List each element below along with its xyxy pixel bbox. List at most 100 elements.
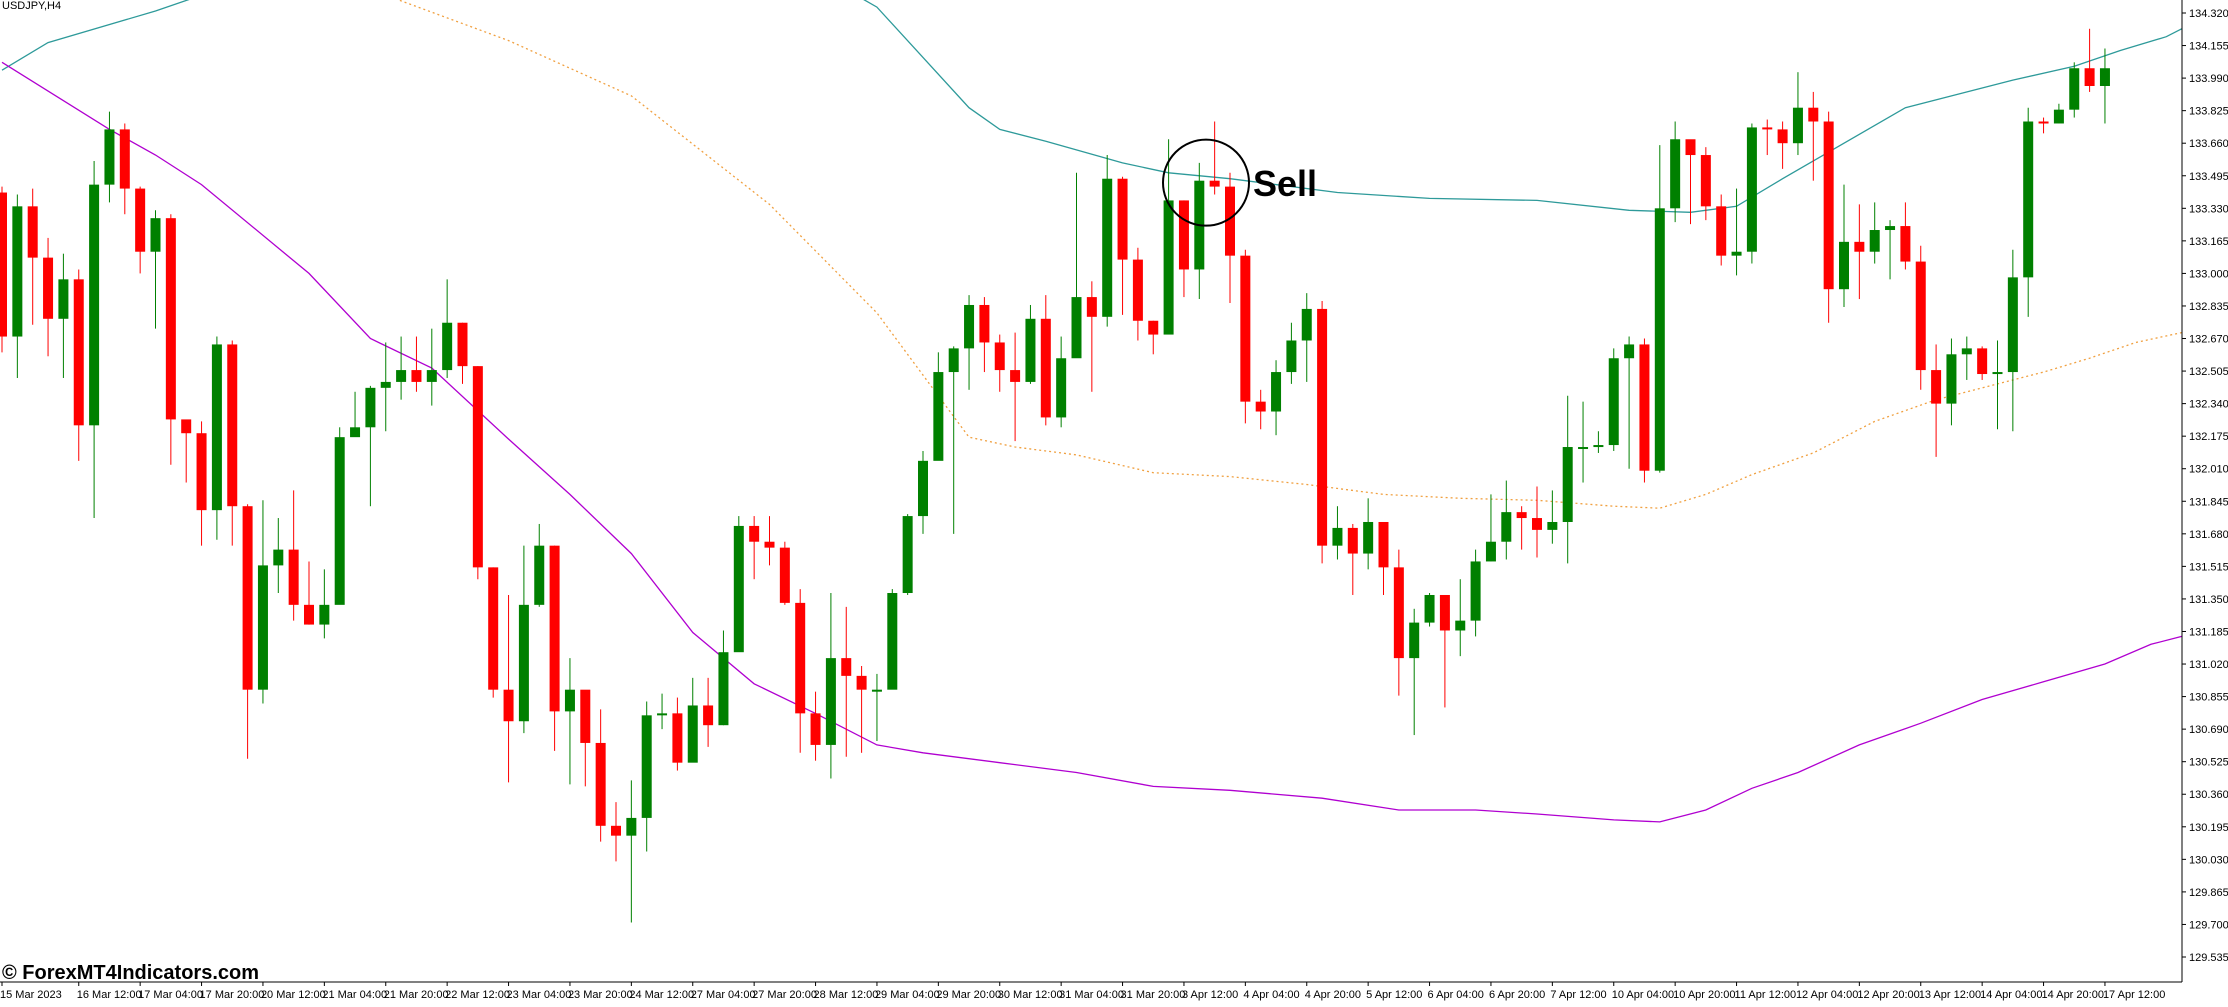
time-tick-label: 6 Apr 04:00	[1428, 989, 1484, 1001]
time-tick-label: 22 Mar 12:00	[445, 989, 510, 1001]
bull-candle	[1470, 561, 1481, 621]
sell-annotation-group	[1162, 138, 1250, 227]
time-tick-label: 12 Apr 04:00	[1796, 989, 1858, 1001]
bear-candle	[1255, 401, 1266, 412]
time-tick-label: 15 Mar 2023	[0, 989, 62, 1001]
bull-candle	[211, 344, 222, 511]
bull-candle	[1102, 178, 1113, 317]
bear-candle	[0, 192, 7, 337]
bear-candle	[672, 713, 683, 763]
bear-candle	[1378, 521, 1389, 568]
bear-candle	[1532, 518, 1542, 530]
price-tick-label: 133.825	[2189, 106, 2228, 118]
price-tick-label: 130.525	[2189, 757, 2228, 769]
bear-candle	[1117, 178, 1128, 260]
price-tick-label: 131.020	[2189, 659, 2228, 671]
bull-candle	[1746, 127, 1757, 252]
bear-candle	[1347, 527, 1358, 554]
bull-candle	[350, 427, 361, 438]
price-tick-label: 132.835	[2189, 301, 2228, 313]
bear-candle	[1716, 206, 1727, 256]
bear-candle	[304, 604, 314, 625]
time-tick-label: 11 Apr 12:00	[1735, 989, 1797, 1001]
time-tick-label: 30 Mar 12:00	[998, 989, 1063, 1001]
bull-candle	[1025, 318, 1036, 382]
bear-candle	[549, 545, 560, 712]
bear-candle	[242, 506, 253, 690]
time-tick-label: 12 Apr 20:00	[1857, 989, 1919, 1001]
price-tick-label: 134.320	[2189, 8, 2228, 20]
bear-candle	[135, 188, 146, 252]
price-tick-label: 132.505	[2189, 366, 2228, 378]
time-tick-label: 14 Apr 04:00	[1980, 989, 2042, 1001]
time-tick-label: 4 Apr 20:00	[1305, 989, 1361, 1001]
price-tick-label: 131.185	[2189, 626, 2228, 638]
price-tick-label: 130.855	[2189, 692, 2228, 704]
price-tick-label: 129.535	[2189, 952, 2228, 964]
time-tick-label: 6 Apr 20:00	[1489, 989, 1545, 1001]
time-tick-label: 17 Apr 12:00	[2103, 989, 2165, 1001]
bear-candle	[1132, 259, 1143, 321]
time-tick-label: 21 Mar 04:00	[322, 989, 387, 1001]
upper-band-line	[1, 0, 2182, 213]
bull-candle	[273, 549, 284, 566]
bull-candle	[334, 437, 345, 605]
bear-candle	[488, 567, 499, 690]
price-tick-label: 133.495	[2189, 171, 2228, 183]
bull-candle	[564, 689, 575, 712]
price-tick-label: 131.515	[2189, 561, 2228, 573]
bull-candle	[2053, 109, 2064, 124]
price-tick-label: 133.330	[2189, 203, 2228, 215]
time-tick-label: 4 Apr 04:00	[1243, 989, 1299, 1001]
bull-candle	[1424, 594, 1435, 623]
time-tick-label: 23 Mar 04:00	[507, 989, 572, 1001]
bear-candle	[1931, 370, 1942, 404]
time-tick-label: 10 Apr 04:00	[1612, 989, 1674, 1001]
time-tick-label: 3 Apr 12:00	[1182, 989, 1238, 1001]
time-tick-label: 28 Mar 12:00	[814, 989, 879, 1001]
time-tick-label: 31 Mar 20:00	[1121, 989, 1186, 1001]
price-tick-label: 133.165	[2189, 236, 2228, 248]
bear-candle	[595, 742, 606, 826]
bear-candle	[119, 129, 130, 189]
bull-candle	[1992, 372, 2003, 375]
bull-candle	[887, 593, 898, 690]
bear-candle	[1040, 318, 1051, 418]
bear-candle	[411, 370, 422, 382]
price-tick-label: 134.155	[2189, 41, 2228, 53]
bull-candle	[396, 370, 407, 382]
bear-candle	[1823, 121, 1834, 290]
bull-candle	[902, 516, 913, 594]
bull-candle	[1792, 107, 1803, 144]
bull-candle	[626, 817, 637, 836]
time-tick-label: 27 Mar 20:00	[752, 989, 817, 1001]
bull-candle	[1332, 527, 1343, 546]
bull-candle	[964, 304, 975, 349]
bull-candle	[1946, 354, 1957, 404]
bull-candle	[733, 525, 744, 653]
bear-candle	[1317, 308, 1328, 546]
bull-candle	[1593, 445, 1604, 448]
time-tick-label: 16 Mar 12:00	[77, 989, 142, 1001]
bull-candle	[257, 565, 268, 690]
bull-candle	[150, 218, 161, 252]
bear-candle	[1209, 180, 1220, 187]
bull-candle	[1624, 344, 1635, 359]
price-tick-label: 130.360	[2189, 789, 2228, 801]
bear-candle	[703, 705, 714, 726]
bear-candle	[764, 541, 775, 548]
symbol-label: USDJPY,H4	[2, 0, 62, 12]
bull-candle	[1363, 521, 1374, 554]
bull-candle	[2023, 121, 2034, 278]
bear-candle	[1977, 348, 1988, 375]
time-tick-label: 24 Mar 12:00	[629, 989, 694, 1001]
bull-candle	[1301, 308, 1312, 341]
price-tick-label: 133.990	[2189, 73, 2228, 85]
bull-candle	[1885, 226, 1896, 231]
time-tick-label: 7 Apr 12:00	[1550, 989, 1606, 1001]
price-tick-label: 130.030	[2189, 854, 2228, 866]
bull-candle	[948, 348, 959, 373]
